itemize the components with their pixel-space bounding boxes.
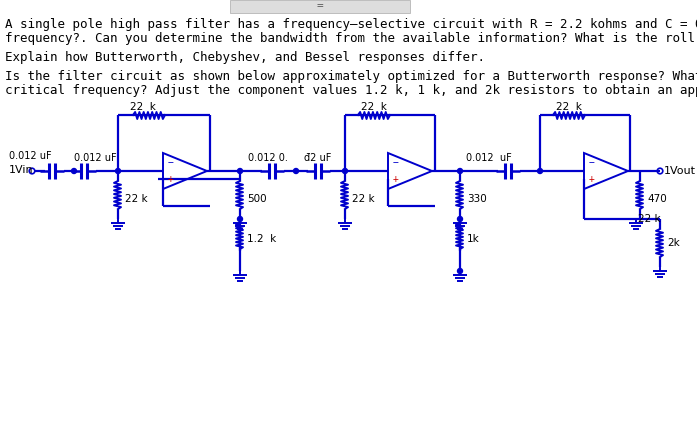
Text: +: + <box>393 174 399 184</box>
Text: −: − <box>168 158 174 168</box>
Text: 2k: 2k <box>667 238 680 248</box>
Text: 500: 500 <box>247 194 267 204</box>
FancyBboxPatch shape <box>230 0 410 13</box>
Text: 0.012  uF: 0.012 uF <box>466 153 512 163</box>
Text: 22 k: 22 k <box>638 214 661 224</box>
Circle shape <box>342 168 348 174</box>
Text: critical frequency? Adjust the component values 1.2 k, 1 k, and 2k resistors to : critical frequency? Adjust the component… <box>5 84 697 97</box>
Text: Is the filter circuit as shown below approximately optimized for a Butterworth r: Is the filter circuit as shown below app… <box>5 70 697 83</box>
Text: Explain how Butterworth, Chebyshev, and Bessel responses differ.: Explain how Butterworth, Chebyshev, and … <box>5 51 485 64</box>
Text: đ2 uF: đ2 uF <box>304 153 331 163</box>
Circle shape <box>293 168 298 174</box>
Circle shape <box>457 168 463 174</box>
Text: frequency?. Can you determine the bandwidth from the available information? What: frequency?. Can you determine the bandwi… <box>5 32 697 45</box>
Text: 1k: 1k <box>467 234 480 244</box>
Text: −: − <box>393 158 399 168</box>
Text: 1.2  k: 1.2 k <box>247 234 276 244</box>
Text: +: + <box>589 174 595 184</box>
Text: +: + <box>168 174 174 184</box>
Text: 0.012 0.: 0.012 0. <box>248 153 288 163</box>
Text: 22 k: 22 k <box>352 194 374 204</box>
Circle shape <box>238 168 243 174</box>
Text: 330: 330 <box>467 194 487 204</box>
Circle shape <box>116 168 121 174</box>
Circle shape <box>457 268 463 274</box>
Text: 22  k: 22 k <box>361 102 387 112</box>
Circle shape <box>238 216 243 222</box>
Circle shape <box>457 216 463 222</box>
Text: 22  k: 22 k <box>130 102 156 112</box>
Text: −: − <box>589 158 595 168</box>
Text: 0.012 uF: 0.012 uF <box>74 153 116 163</box>
Text: 1Vout: 1Vout <box>664 166 696 176</box>
Circle shape <box>537 168 542 174</box>
Text: 22 k: 22 k <box>125 194 148 204</box>
Text: A single pole high pass filter has a frequency–selective circuit with R = 2.2 ko: A single pole high pass filter has a fre… <box>5 18 697 31</box>
Text: 1Vin: 1Vin <box>9 165 33 175</box>
Text: 470: 470 <box>647 194 667 204</box>
Circle shape <box>72 168 77 174</box>
Text: 0.012 uF: 0.012 uF <box>9 151 52 161</box>
Text: 22  k: 22 k <box>556 102 582 112</box>
Text: =: = <box>316 1 323 11</box>
